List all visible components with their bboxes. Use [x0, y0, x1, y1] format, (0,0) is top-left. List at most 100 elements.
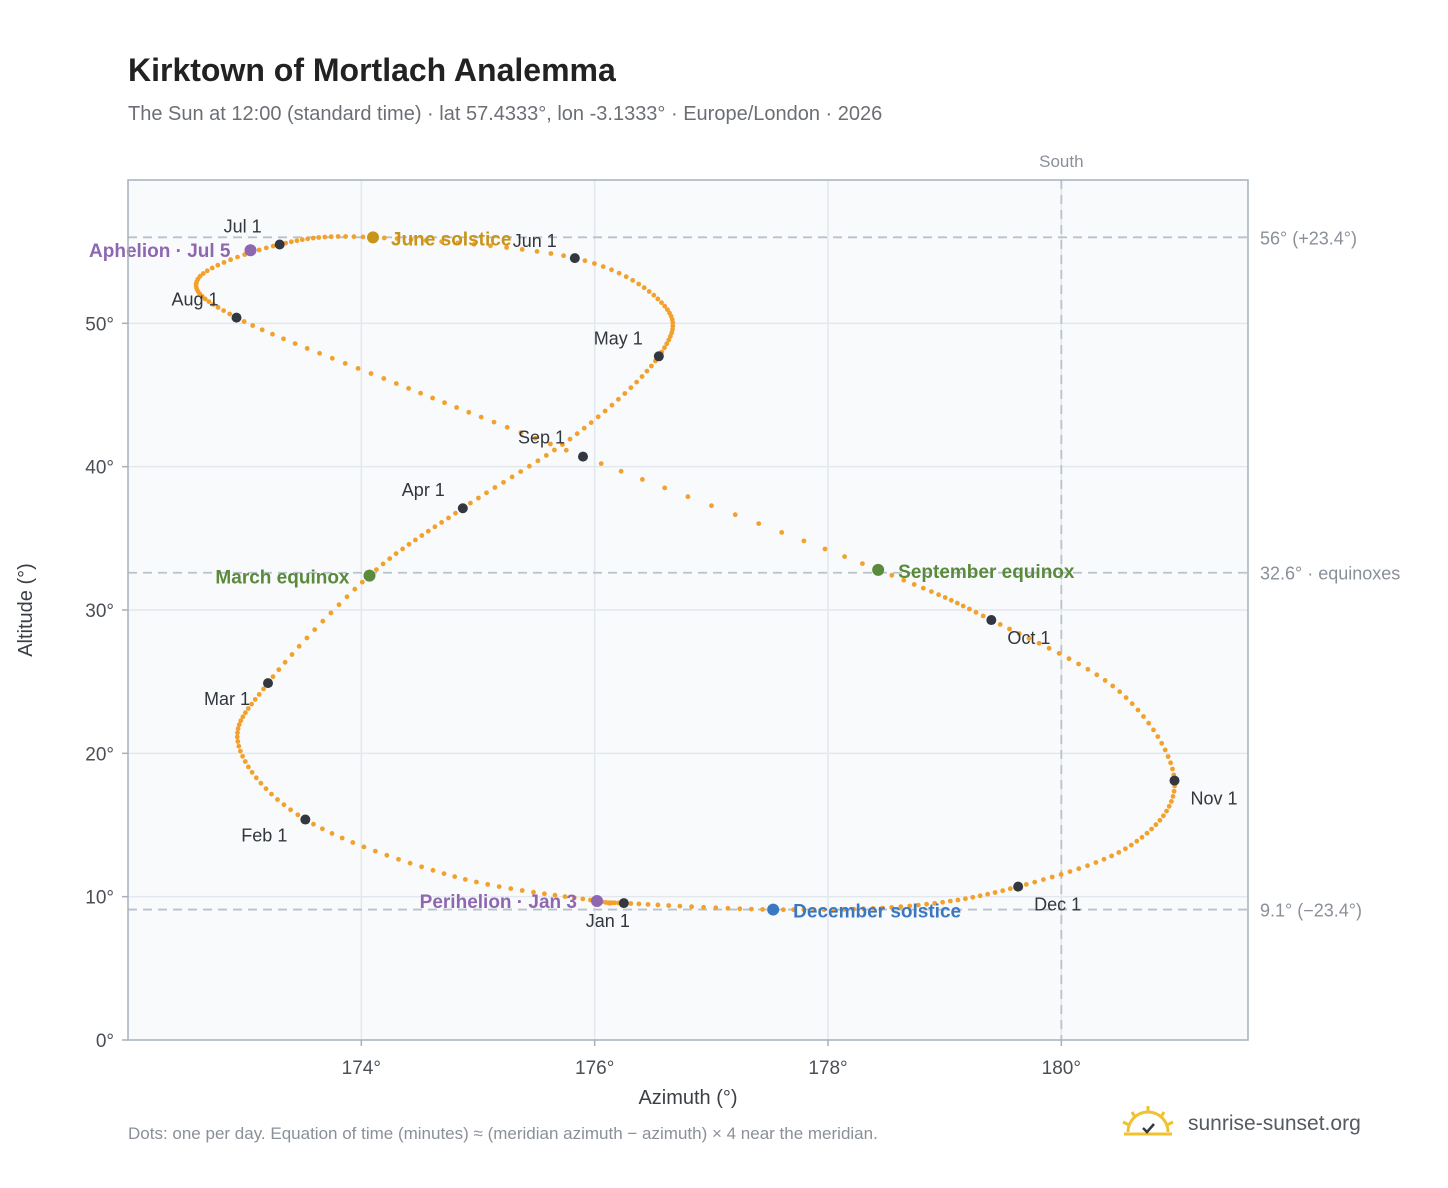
daily-sun-dot [1093, 860, 1099, 865]
daily-sun-dot [630, 277, 636, 283]
daily-sun-dot [1149, 826, 1154, 832]
daily-sun-dot [1000, 888, 1006, 894]
daily-sun-dot [639, 374, 645, 379]
daily-sun-dot [1067, 869, 1073, 874]
daily-sun-dot [1157, 817, 1163, 823]
event-marker-dot[interactable] [591, 894, 603, 907]
month-marker-dot[interactable] [653, 351, 664, 362]
y-axis-label: Altitude (°) [15, 563, 37, 657]
daily-sun-dot [977, 893, 983, 899]
daily-sun-dot [1141, 714, 1146, 719]
event-marker-dot[interactable] [244, 244, 257, 257]
x-tick-label: 180° [1042, 1058, 1081, 1079]
month-marker-dot[interactable] [457, 503, 468, 514]
month-marker-dot[interactable] [986, 615, 997, 626]
daily-sun-dot [709, 503, 714, 509]
daily-sun-dot [1049, 874, 1055, 880]
daily-sun-dot [310, 235, 316, 241]
daily-sun-dot [870, 906, 876, 911]
daily-sun-dot [1151, 727, 1156, 733]
daily-sun-dot [1007, 626, 1012, 632]
event-marker-dot[interactable] [872, 563, 885, 576]
daily-sun-dot [518, 469, 524, 474]
daily-sun-dot [609, 267, 614, 273]
daily-sun-dot [295, 812, 301, 818]
daily-sun-dot [1144, 830, 1150, 836]
daily-sun-dot [492, 485, 498, 490]
daily-sun-dot [1166, 803, 1172, 809]
daily-sun-dot [644, 368, 650, 374]
daily-sun-dot [294, 238, 300, 244]
daily-sun-dot [504, 424, 510, 430]
daily-sun-dot [791, 907, 796, 913]
month-marker-dot[interactable] [1013, 881, 1024, 892]
daily-sun-dot [471, 241, 477, 247]
daily-sun-dot [381, 376, 387, 381]
daily-sun-dot [270, 331, 275, 337]
month-marker-dot[interactable] [263, 678, 273, 689]
daily-sun-dot [359, 579, 365, 585]
daily-sun-dot [509, 474, 515, 480]
daily-sun-dot [532, 435, 538, 441]
daily-sun-dot [662, 345, 667, 351]
event-marker-dot[interactable] [367, 231, 379, 244]
daily-sun-dot [940, 899, 945, 905]
daily-sun-dot [932, 900, 938, 906]
month-marker-dot[interactable] [618, 898, 629, 909]
daily-sun-dot [963, 896, 968, 902]
month-marker-dot[interactable] [578, 451, 588, 462]
month-marker-dot[interactable] [1169, 775, 1180, 786]
daily-sun-dot [851, 906, 857, 912]
month-marker-label: Jan 1 [586, 911, 630, 931]
page-subtitle: The Sun at 12:00 (standard time) · lat 5… [128, 103, 883, 125]
daily-sun-dot [235, 730, 240, 736]
month-marker-dot[interactable] [300, 814, 311, 825]
daily-sun-dot [659, 300, 664, 305]
event-marker-dot[interactable] [767, 903, 780, 916]
month-marker-dot[interactable] [274, 239, 285, 250]
daily-sun-dot [275, 797, 280, 802]
daily-sun-dot [305, 236, 311, 242]
daily-sun-dot [531, 889, 536, 895]
daily-sun-dot [406, 541, 412, 547]
daily-sun-dot [282, 659, 288, 665]
daily-sun-dot [210, 302, 216, 307]
daily-sun-dot [609, 402, 615, 408]
y-tick-label: 50° [85, 314, 114, 335]
daily-sun-dot [1109, 853, 1114, 859]
daily-sun-dot [317, 350, 322, 356]
daily-sun-dot [488, 243, 493, 249]
daily-sun-dot [249, 701, 255, 707]
daily-sun-dot [665, 307, 670, 312]
daily-sun-dot [1170, 766, 1175, 772]
daily-sun-dot [250, 323, 256, 328]
event-marker-label: September equinox [898, 562, 1075, 583]
daily-sun-dot [368, 371, 374, 376]
y-tick-label: 30° [85, 601, 114, 622]
brand[interactable]: sunrise-sunset.org [1120, 1104, 1361, 1144]
daily-sun-dot [685, 494, 691, 500]
daily-sun-dot [336, 602, 342, 608]
daily-sun-dot [973, 609, 979, 615]
event-marker-dot[interactable] [363, 569, 376, 582]
daily-sun-dot [407, 860, 413, 866]
daily-sun-dot [504, 245, 509, 250]
daily-sun-dot [258, 780, 264, 786]
daily-sun-dot [749, 906, 754, 912]
y-tick-label: 0° [96, 1031, 114, 1052]
daily-sun-dot [296, 643, 302, 649]
daily-sun-dot [970, 894, 976, 900]
daily-sun-dot [245, 706, 251, 711]
daily-sun-dot [801, 907, 807, 913]
daily-sun-dot [567, 436, 573, 442]
month-marker-label: May 1 [594, 328, 643, 348]
month-marker-dot[interactable] [231, 312, 242, 323]
month-marker-dot[interactable] [569, 253, 580, 264]
daily-sun-dot [439, 239, 445, 245]
daily-sun-dot [842, 554, 847, 559]
daily-sun-dot [662, 303, 668, 309]
daily-sun-dot [600, 264, 606, 269]
daily-sun-dot [1023, 882, 1029, 887]
daily-sun-dot [1046, 645, 1052, 651]
